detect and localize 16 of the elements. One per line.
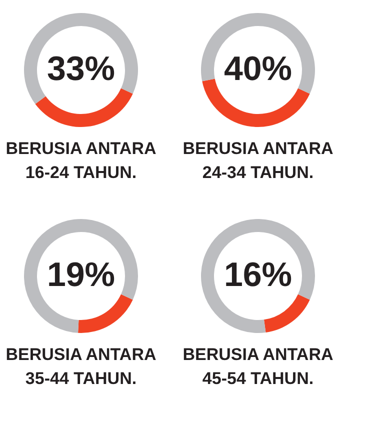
- donut-slice: [24, 219, 138, 333]
- donut-slice: [201, 13, 315, 94]
- donut-slice: [78, 294, 133, 333]
- text: 19%: [46, 256, 116, 294]
- text: 33%: [46, 50, 116, 88]
- donut-slice: [35, 88, 133, 127]
- donut-slice: [264, 294, 310, 332]
- text: 16%: [224, 256, 292, 294]
- text: BERUSIA ANTARA 45-54 TAHUN.: [182, 345, 334, 388]
- text: BERUSIA ANTARA 16-24 TAHUN.: [6, 139, 156, 182]
- donut-slice: [24, 13, 138, 104]
- donut-slice: [202, 78, 310, 127]
- text: BERUSIA ANTARA 35-44 TAHUN.: [6, 345, 156, 388]
- text: BERUSIA ANTARA 24-34 TAHUN.: [182, 139, 334, 182]
- donut-slice: [201, 219, 315, 333]
- text: 40%: [224, 50, 292, 88]
